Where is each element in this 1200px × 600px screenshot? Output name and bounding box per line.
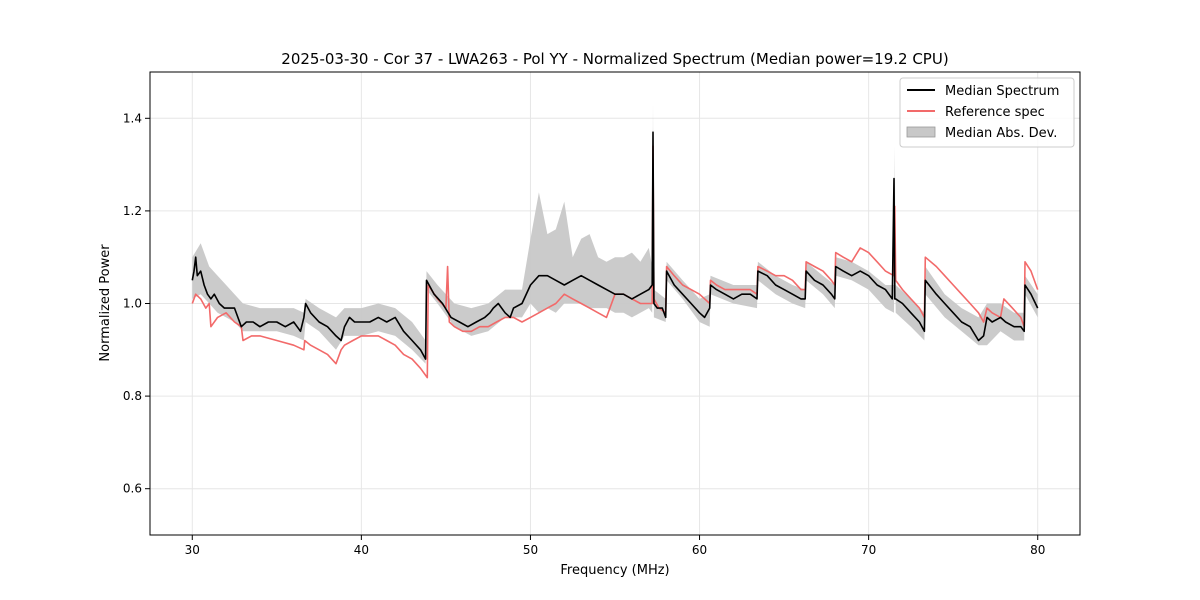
mad-band-layer [192,104,1038,364]
y-tick-label-3: 1.2 [123,204,142,218]
x-tick-label-1: 40 [354,543,369,557]
median-spectrum-line [191,131,1039,360]
y-tick-label-1: 0.8 [123,389,142,403]
x-tick-label-4: 70 [861,543,876,557]
x-tick-label-5: 80 [1030,543,1045,557]
x-axis-label: Frequency (MHz) [560,563,669,578]
reference-spectrum-line [191,145,1039,379]
x-axis-ticks: 30 40 50 60 70 80 [185,535,1045,557]
median-series-layer [191,131,1039,360]
mad-band [192,104,1038,364]
y-tick-label-0: 0.6 [123,482,142,496]
y-axis-ticks: 0.6 0.8 1.0 1.2 1.4 [123,111,150,496]
x-tick-label-3: 60 [692,543,707,557]
chart-title: 2025-03-30 - Cor 37 - LWA263 - Pol YY - … [281,50,948,68]
y-tick-label-4: 1.4 [123,111,142,125]
y-axis-label: Normalized Power [98,244,113,362]
legend-reference-label: Reference spec [945,105,1045,120]
legend-box [899,77,1075,148]
reference-series-layer [191,145,1039,379]
x-tick-label-2: 50 [523,543,538,557]
legend-mad-swatch [906,126,936,138]
legend-median-label: Median Spectrum [945,84,1059,99]
x-tick-label-0: 30 [185,543,200,557]
legend: Median Spectrum Reference spec Median Ab… [899,77,1075,148]
legend-mad-label: Median Abs. Dev. [945,126,1057,141]
y-tick-label-2: 1.0 [123,297,142,311]
